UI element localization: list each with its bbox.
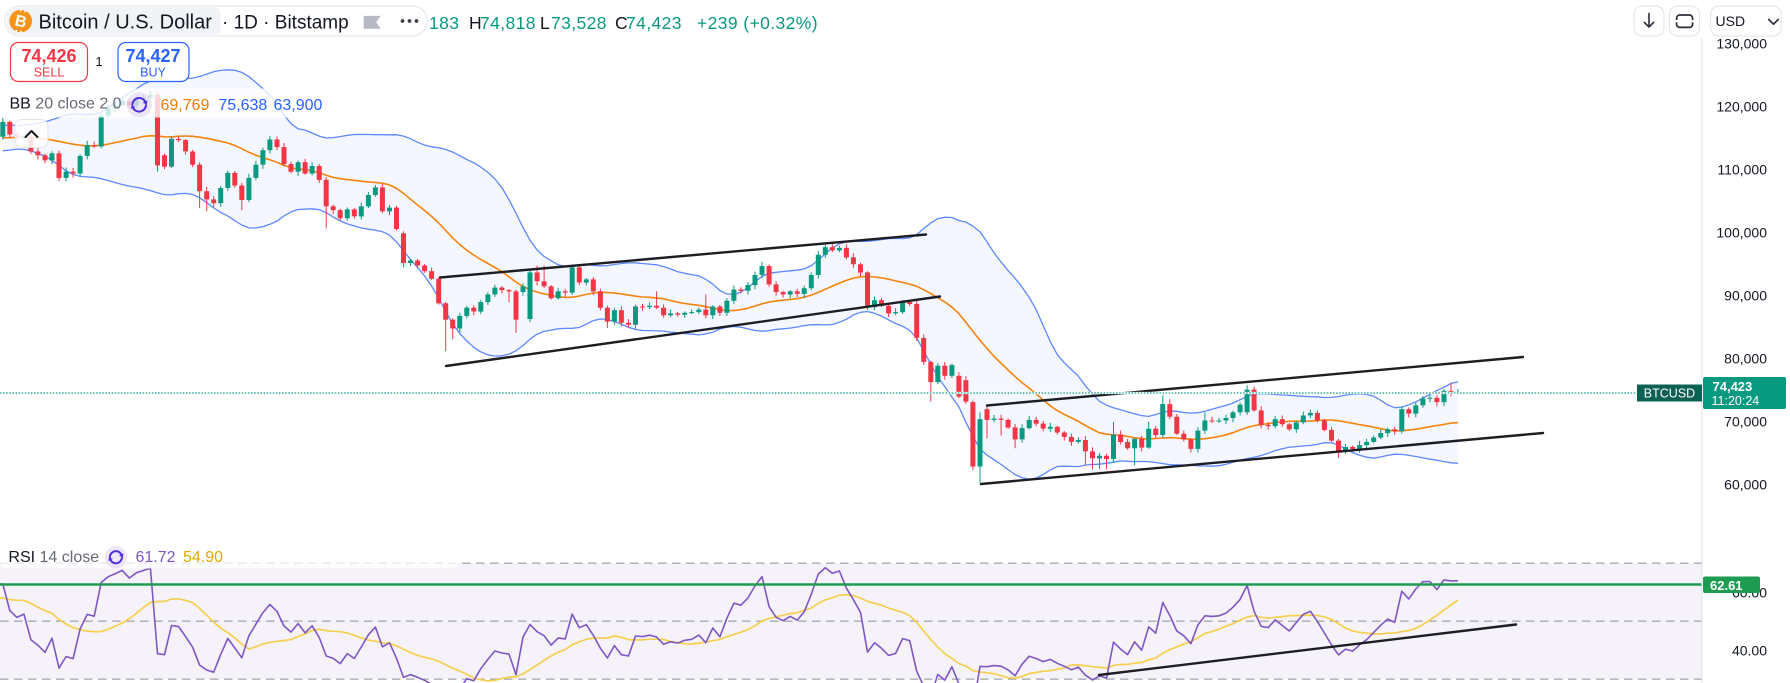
- svg-text:100,000: 100,000: [1716, 224, 1767, 240]
- svg-text:120,000: 120,000: [1716, 98, 1767, 114]
- svg-text:130,000: 130,000: [1716, 35, 1767, 51]
- svg-text:RSI 14 close: RSI 14 close: [8, 549, 99, 566]
- svg-text:74,426: 74,426: [21, 46, 76, 66]
- svg-text:74,423: 74,423: [626, 13, 682, 33]
- svg-text:74,427: 74,427: [125, 46, 180, 66]
- svg-text:110,000: 110,000: [1717, 161, 1767, 177]
- svg-text:USD: USD: [1716, 13, 1746, 29]
- svg-text:BB 20 close 2 0: BB 20 close 2 0: [10, 96, 122, 113]
- svg-text:70,000: 70,000: [1724, 413, 1767, 429]
- svg-text:BUY: BUY: [140, 66, 166, 80]
- svg-text:62.61: 62.61: [1710, 578, 1743, 593]
- svg-text:61.72: 61.72: [136, 549, 176, 566]
- svg-text:H: H: [469, 13, 482, 33]
- svg-text:69,769: 69,769: [161, 97, 210, 114]
- svg-text:SELL: SELL: [34, 66, 65, 80]
- svg-text:75,638: 75,638: [218, 97, 267, 114]
- svg-text:183: 183: [429, 13, 459, 33]
- svg-text:L: L: [540, 13, 550, 33]
- svg-text:40.00: 40.00: [1732, 642, 1767, 658]
- svg-text:90,000: 90,000: [1724, 287, 1767, 303]
- svg-text:74,423: 74,423: [1713, 379, 1753, 394]
- svg-text:B: B: [13, 13, 28, 32]
- svg-text:BTCUSD: BTCUSD: [1644, 387, 1695, 401]
- svg-text:63,900: 63,900: [274, 97, 323, 114]
- svg-text:C: C: [615, 13, 628, 33]
- svg-text:73,528: 73,528: [551, 13, 607, 33]
- svg-text:74,818: 74,818: [480, 13, 536, 33]
- svg-text:54.90: 54.90: [183, 549, 223, 566]
- svg-text:· 1D · Bitstamp: · 1D · Bitstamp: [222, 13, 349, 34]
- svg-text:60,000: 60,000: [1724, 476, 1767, 492]
- svg-text:80,000: 80,000: [1724, 350, 1767, 366]
- svg-text:Bitcoin / U.S. Dollar: Bitcoin / U.S. Dollar: [39, 12, 213, 34]
- svg-text:11:20:24: 11:20:24: [1712, 394, 1760, 408]
- svg-text:1: 1: [95, 54, 102, 69]
- svg-text:+239 (+0.32%): +239 (+0.32%): [697, 13, 818, 33]
